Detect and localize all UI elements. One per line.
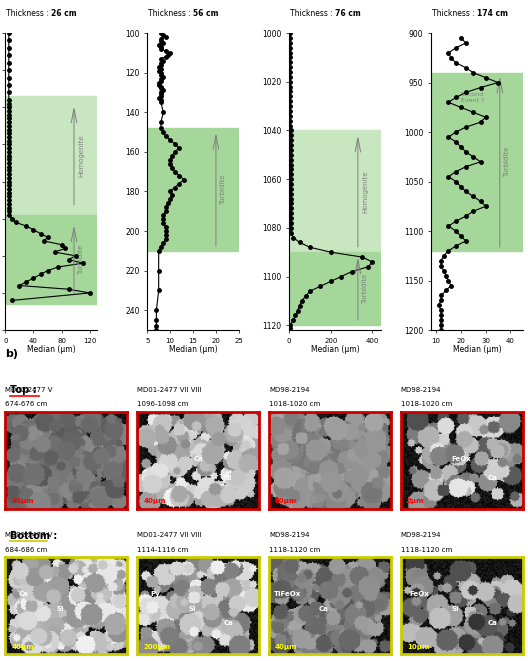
Text: Si: Si [452,605,459,612]
Bar [289,130,381,252]
Text: Turbidite: Turbidite [79,245,84,275]
Text: 40μm: 40μm [275,644,297,650]
Text: Turbidite: Turbidite [362,274,369,304]
X-axis label: Median (μm): Median (μm) [310,345,359,354]
Text: FeOx: FeOx [409,591,429,598]
Text: Ca: Ca [193,455,203,461]
Text: 10μm: 10μm [407,644,429,650]
Text: 1114-1116 cm: 1114-1116 cm [137,547,188,553]
Bar [431,73,523,251]
Text: 684-686 cm: 684-686 cm [5,547,48,553]
Text: MD98-2194: MD98-2194 [401,532,441,538]
Text: Ca: Ca [224,620,233,627]
Text: 76 cm: 76 cm [335,9,361,19]
Text: Si: Si [225,475,232,481]
Text: 40μm: 40μm [143,498,166,504]
Text: Second
Event ?: Second Event ? [461,93,484,103]
Text: 56 cm: 56 cm [193,9,219,19]
Bar [5,215,97,304]
Text: Turbidite: Turbidite [504,147,511,177]
Text: MD01-2477 V: MD01-2477 V [5,532,53,538]
Text: Ca: Ca [487,620,497,627]
Text: 1096-1098 cm: 1096-1098 cm [137,401,188,407]
Text: Homogenite: Homogenite [79,134,84,177]
Text: TiFeOx: TiFeOx [274,591,301,598]
Text: 1118-1120 cm: 1118-1120 cm [269,547,320,553]
Text: MD98-2194: MD98-2194 [269,532,309,538]
Text: MD01-2477 VII VIII: MD01-2477 VII VIII [137,532,202,538]
X-axis label: Median (μm): Median (μm) [169,345,218,354]
Text: Ca: Ca [487,475,497,481]
Text: Thickness :: Thickness : [432,9,477,19]
Text: FeOx: FeOx [452,455,472,461]
Text: 674-676 cm: 674-676 cm [5,401,48,407]
Text: Ca: Ca [319,605,328,612]
Text: 174 cm: 174 cm [477,9,508,19]
Text: Turbidite: Turbidite [221,175,227,205]
Text: Si: Si [56,605,64,612]
Text: Homogenite: Homogenite [362,170,369,213]
Text: 40μm: 40μm [12,498,34,504]
Text: 26 cm: 26 cm [51,9,77,19]
Text: Bottom :: Bottom : [11,531,58,541]
X-axis label: Median (μm): Median (μm) [452,345,501,354]
Text: Thickness :: Thickness : [148,9,193,19]
Text: b): b) [5,350,18,360]
Text: MD01-2477 V: MD01-2477 V [5,387,53,393]
X-axis label: Median (μm): Median (μm) [27,345,76,354]
Text: 60μm: 60μm [275,498,297,504]
Text: Ca: Ca [18,591,29,598]
Text: 200μm: 200μm [143,644,171,650]
Text: 2μm: 2μm [407,498,424,504]
Bar [5,96,97,215]
Text: 1018-1020 cm: 1018-1020 cm [269,401,320,407]
Text: Top :: Top : [11,385,37,395]
Text: Thickness :: Thickness : [6,9,51,19]
Text: Si: Si [188,605,196,612]
Text: 40μm: 40μm [12,644,34,650]
Text: Thickness :: Thickness : [290,9,335,19]
Text: 1118-1120 cm: 1118-1120 cm [401,547,452,553]
Text: MD98-2194: MD98-2194 [269,387,309,393]
Text: MD98-2194: MD98-2194 [401,387,441,393]
Bar [147,128,239,251]
Text: MD01-2477 VII VIII: MD01-2477 VII VIII [137,387,202,393]
Bar [289,252,381,325]
Text: 1018-1020 cm: 1018-1020 cm [401,401,452,407]
Text: Py: Py [150,591,161,598]
